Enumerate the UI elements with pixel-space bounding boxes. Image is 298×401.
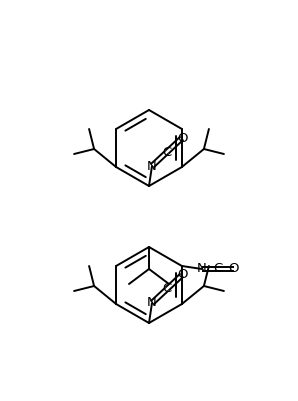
Text: N: N [197,263,207,275]
Text: C: C [213,263,223,275]
Text: C: C [162,146,172,158]
Text: N: N [147,160,157,172]
Text: C: C [162,282,172,296]
Text: O: O [177,132,187,144]
Text: N: N [147,296,157,310]
Text: O: O [229,263,239,275]
Text: O: O [177,269,187,282]
